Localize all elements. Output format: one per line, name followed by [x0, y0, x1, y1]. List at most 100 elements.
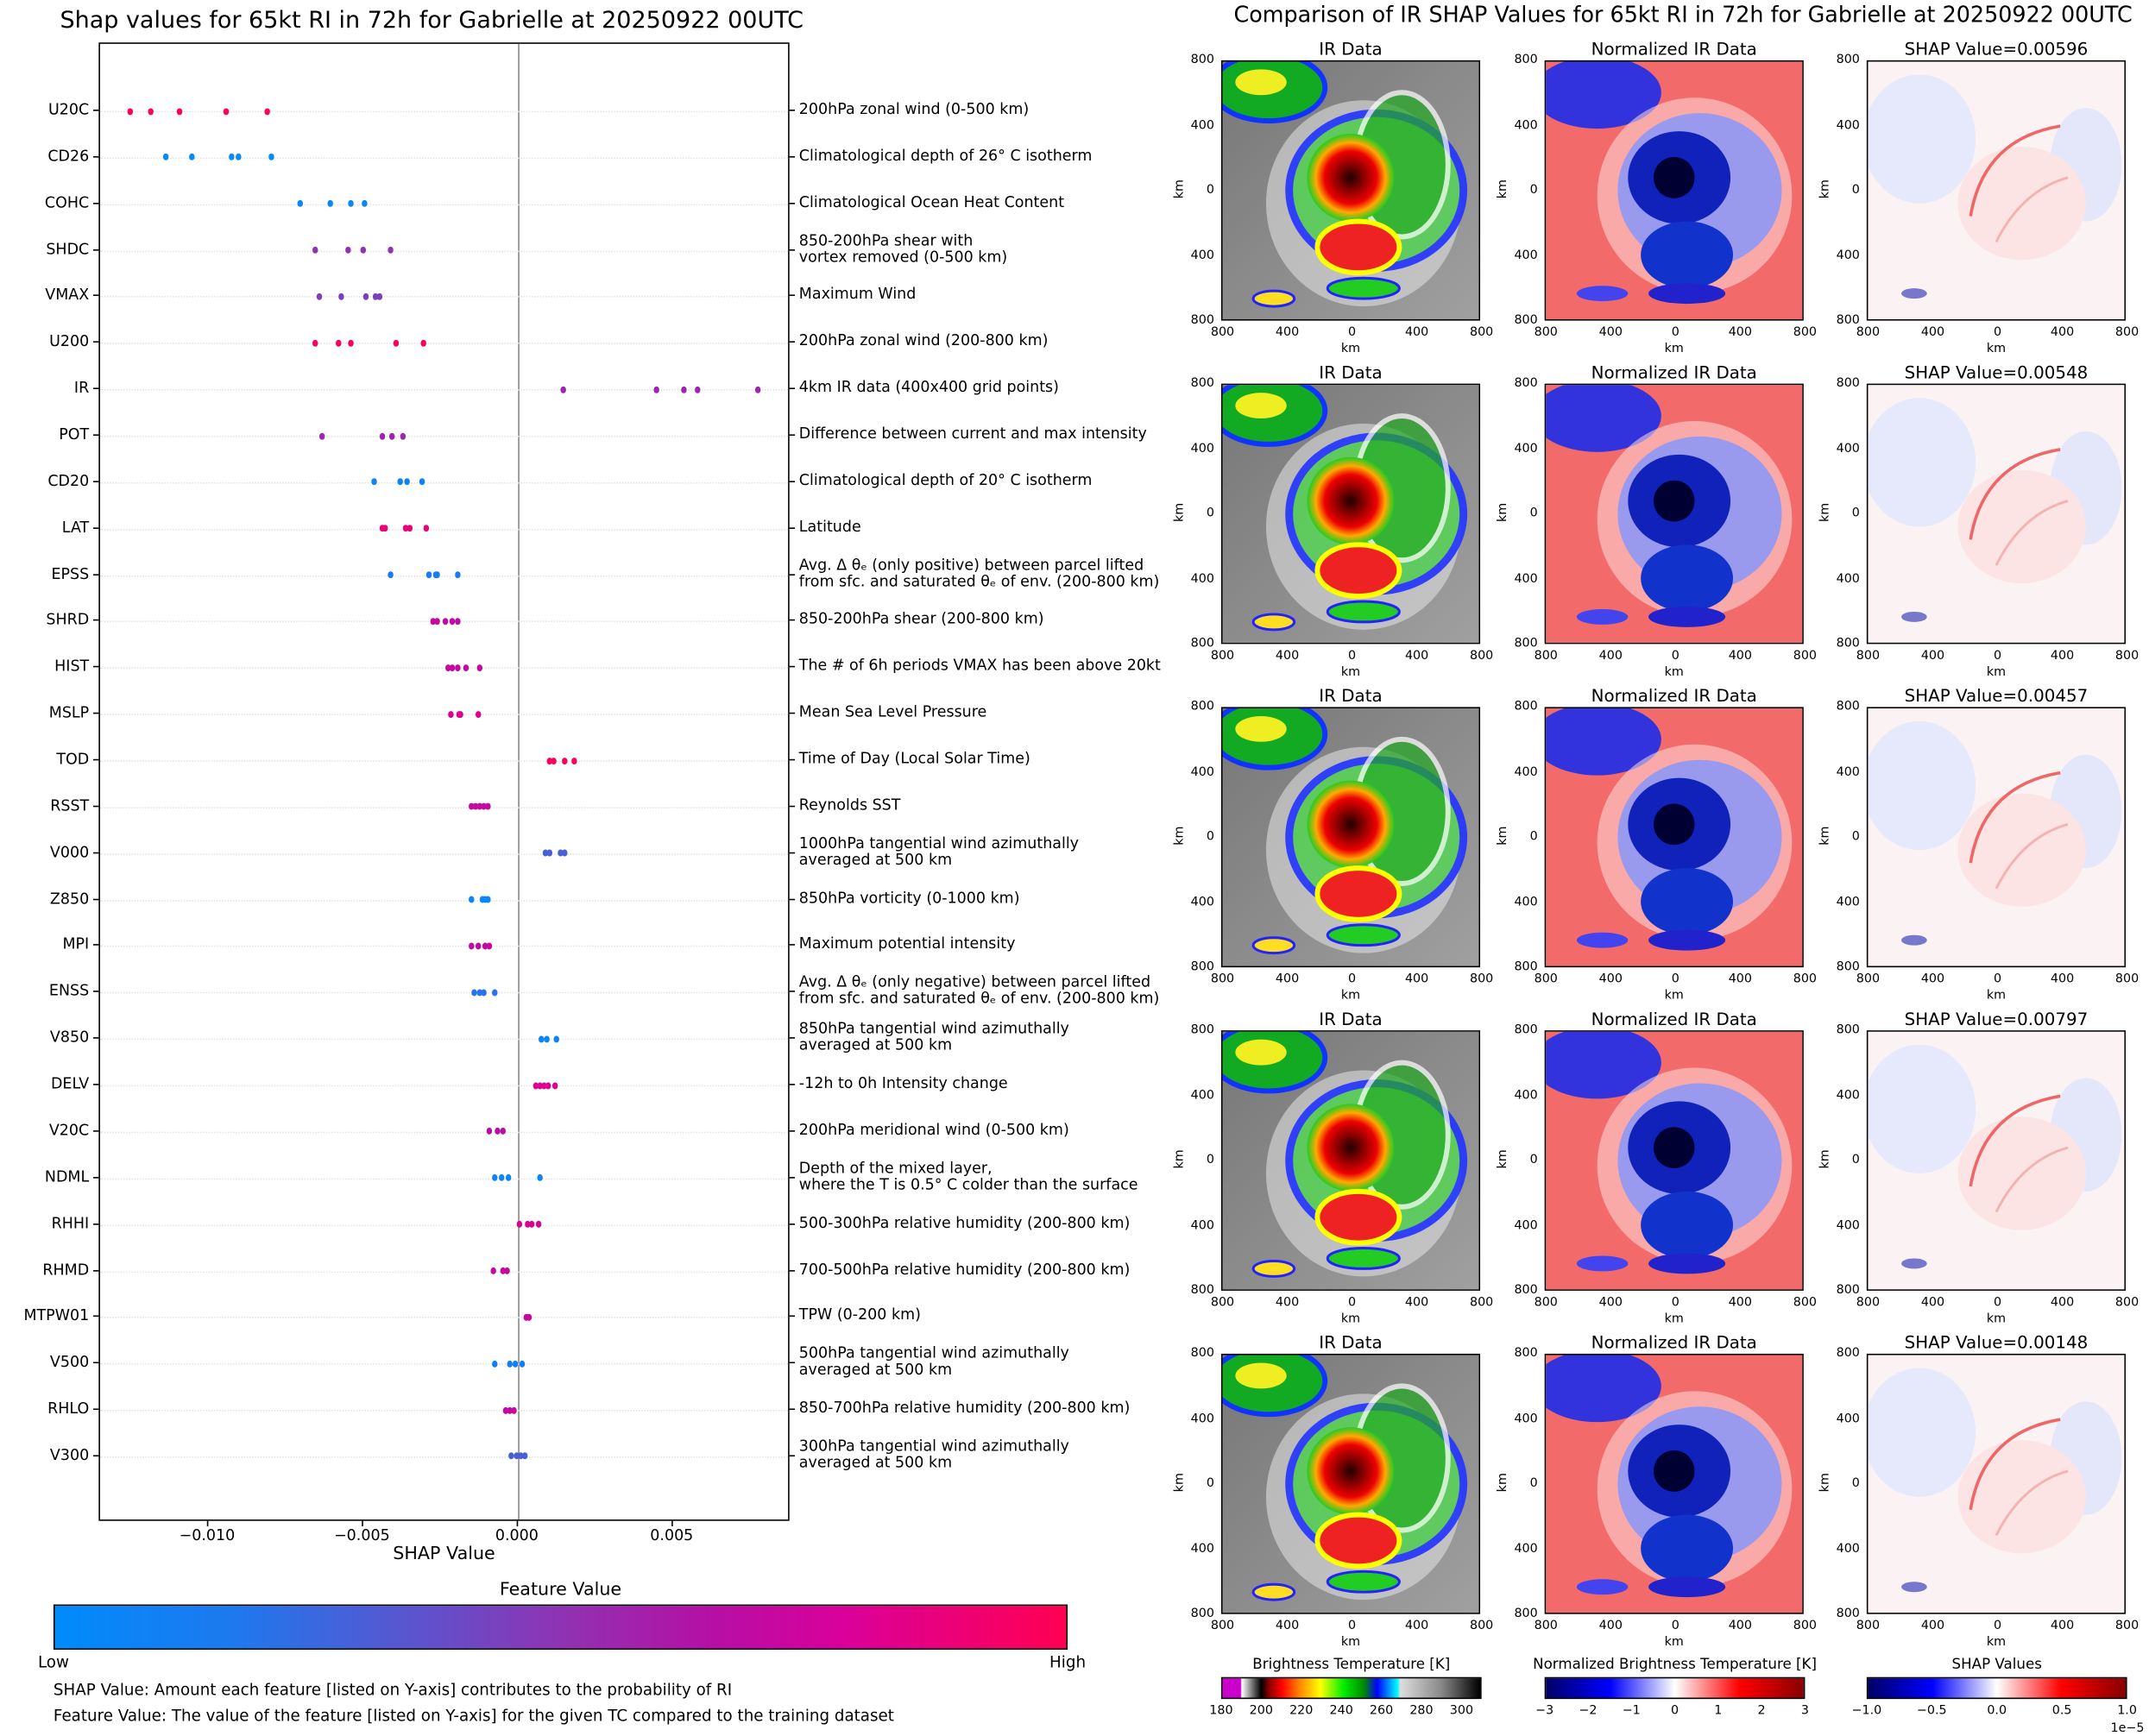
y-tick: [92, 620, 99, 622]
shap-point: [162, 154, 169, 161]
shap-point: [518, 1452, 525, 1460]
y-tick-label: 400: [1514, 1088, 1538, 1103]
feature-name: COHC: [44, 193, 90, 211]
ir-data-panel: IR Data 800 800 400 400 0 0 400 400 800 800 km km: [1173, 38, 1493, 355]
x-tick-label: 400: [1598, 1296, 1623, 1311]
ir-data-panel: IR Data 800 800 400 400 0 0 400 400 800 800 km km: [1173, 1332, 1493, 1650]
note-shap-value: SHAP Value: Amount each feature [listed …: [53, 1679, 733, 1700]
shap-point: [420, 339, 427, 347]
y-tick-label: 400: [1514, 1542, 1538, 1557]
y-tick-label: 800: [1190, 960, 1214, 975]
x-tick-label: 800: [1793, 649, 1818, 664]
brightness-colorbar: [1220, 1676, 1482, 1700]
shap-map-panel: SHAP Value=0.00148 800 800 400 400 0 0 400 400 80…: [1818, 1332, 2139, 1650]
shap-point: [338, 292, 344, 300]
shap-point: [541, 1081, 548, 1089]
x-tick-label: 0: [1671, 1620, 1679, 1633]
feature-name: EPSS: [51, 564, 90, 583]
shap-point: [388, 571, 394, 579]
shap-point: [507, 1360, 514, 1368]
x-tick-label: 0: [1348, 649, 1357, 664]
y-tick-label: 0: [1206, 1476, 1214, 1491]
x-tick-label: 800: [1534, 325, 1558, 340]
right-tick: [789, 341, 796, 343]
shap-point: [546, 757, 553, 764]
y-tick: [92, 666, 99, 668]
y-tick-label: 400: [1836, 118, 1860, 133]
x-axis-label: km: [1340, 1636, 1361, 1650]
right-tick: [789, 1037, 796, 1040]
grid-line: [99, 667, 789, 670]
y-tick: [92, 1084, 99, 1085]
x-tick-label: 0: [1671, 972, 1679, 987]
feature-name: CD26: [47, 147, 90, 166]
x-tick-label: 800: [1856, 649, 1881, 664]
shap-point: [475, 942, 482, 950]
x-tick-label: 400: [1920, 649, 1945, 664]
feature-name: RHMD: [42, 1260, 90, 1279]
y-tick-label: 800: [1514, 700, 1538, 714]
y-tick-label: 0: [1851, 183, 1860, 198]
y-tick-label: 400: [1190, 571, 1214, 586]
colorbar-high-label: High: [1049, 1652, 1087, 1672]
panel-title: IR Data: [1319, 1008, 1383, 1029]
grid-line: [99, 1456, 789, 1458]
y-tick: [92, 1223, 99, 1225]
feature-name: CD20: [47, 471, 90, 490]
grid-line: [99, 1178, 789, 1179]
right-tick: [789, 248, 796, 250]
grid-line: [99, 992, 789, 994]
feature-name: V20C: [48, 1121, 90, 1140]
shap-point: [500, 1128, 507, 1135]
shap-point: [388, 246, 394, 254]
x-tick-label: 400: [1598, 972, 1623, 987]
feature-description: 500-300hPa relative humidity (200-800 km…: [798, 1213, 1131, 1232]
grid-line: [99, 946, 789, 948]
panel-title: IR Data: [1319, 362, 1383, 383]
right-tick: [789, 1455, 796, 1456]
shap-point: [434, 618, 441, 626]
y-tick-label: 800: [1514, 53, 1538, 67]
y-tick-label: 800: [1190, 1347, 1214, 1361]
grid-line: [99, 760, 789, 762]
y-tick: [92, 805, 99, 808]
shap-point: [316, 292, 323, 300]
shap-point: [482, 942, 488, 950]
x-tick-label: 0: [1348, 1296, 1357, 1311]
y-tick-label: 800: [1836, 313, 1860, 328]
y-tick: [92, 852, 99, 853]
shap-point: [127, 107, 134, 115]
normalized-ir-panel: Normalized IR Data 800 800 400 400 0 0 400 400 80…: [1497, 685, 1817, 1003]
x-tick-label: 800: [2114, 649, 2140, 664]
right-tick: [789, 387, 796, 390]
shap-point: [397, 478, 404, 486]
x-axis-label: km: [1664, 343, 1684, 356]
feature-name: POT: [59, 425, 90, 443]
y-tick-label: 400: [1836, 1218, 1860, 1233]
y-tick-label: 400: [1836, 895, 1860, 909]
shap-point: [312, 339, 318, 347]
x-tick-label: 800: [1793, 972, 1818, 987]
y-tick: [92, 1037, 99, 1040]
x-tick-label: 0: [1671, 649, 1679, 664]
feature-name: Z850: [49, 889, 90, 908]
shap-point: [469, 942, 476, 950]
shap-point: [754, 386, 761, 393]
shap-point: [402, 525, 409, 532]
y-tick: [92, 295, 99, 297]
x-tick: [206, 1520, 209, 1527]
shap-point: [490, 1267, 497, 1274]
feature-name: VMAX: [45, 286, 90, 305]
shap-point: [492, 989, 498, 997]
left-chart-title: Shap values for 65kt RI in 72h for Gabri…: [60, 6, 804, 35]
x-tick-label: −0.010: [179, 1526, 236, 1544]
feature-description: 200hPa zonal wind (0-500 km): [798, 99, 1030, 118]
shap-map-panel: SHAP Value=0.00797 800 800 400 400 0 0 400 400 80…: [1818, 1009, 2139, 1326]
x-axis-label: SHAP Value: [393, 1544, 495, 1565]
x-tick-label: 400: [1728, 649, 1753, 664]
panel-title: SHAP Value=0.00148: [1904, 1331, 2089, 1353]
shap-point: [449, 664, 456, 671]
shap-point: [508, 1452, 515, 1460]
shap-point: [558, 849, 564, 857]
